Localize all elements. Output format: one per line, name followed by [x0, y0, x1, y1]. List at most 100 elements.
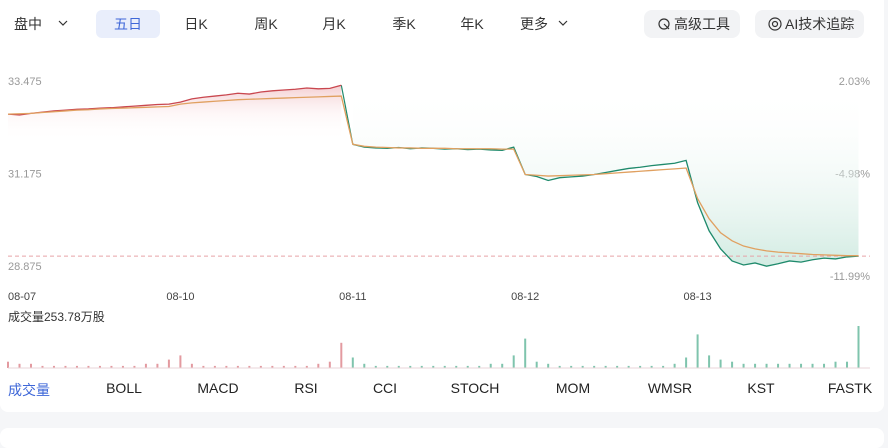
- volume-bar: [673, 363, 676, 368]
- volume-bar: [202, 365, 205, 368]
- volume-bar: [466, 365, 469, 368]
- period-tab[interactable]: 月K: [322, 16, 346, 32]
- volume-bar: [156, 363, 159, 368]
- volume-bar: [765, 363, 768, 368]
- y2-tick-label: -11.99%: [830, 271, 870, 283]
- volume-bar: [558, 365, 561, 368]
- x-tick-label: 08-12: [511, 291, 539, 303]
- period-tab[interactable]: 更多: [520, 16, 548, 32]
- volume-bar: [64, 365, 67, 368]
- volume-bar: [823, 363, 826, 368]
- volume-bar: [225, 365, 228, 368]
- period-tab[interactable]: 季K: [392, 16, 416, 32]
- volume-bar: [627, 365, 630, 368]
- volume-bar: [248, 365, 251, 368]
- volume-bar: [98, 365, 101, 368]
- volume-bar: [777, 363, 780, 368]
- volume-bar: [535, 361, 538, 368]
- period-tab[interactable]: 盘中: [14, 16, 42, 32]
- volume-bar: [800, 363, 803, 368]
- indicator-tab[interactable]: RSI: [294, 380, 318, 396]
- volume-bar: [87, 365, 90, 368]
- x-tick-label: 08-07: [8, 291, 36, 303]
- volume-bar: [604, 365, 607, 368]
- volume-bar: [524, 338, 527, 368]
- volume-bar: [179, 355, 182, 368]
- volume-bar: [363, 363, 366, 368]
- volume-bar: [41, 365, 44, 368]
- chart: 成交量253.78万股 28.87531.17533.475-11.99%-4.…: [7, 17, 870, 369]
- volume-bar: [294, 365, 297, 368]
- volume-bar: [432, 365, 435, 368]
- volume-bar: [213, 365, 216, 368]
- period-tab[interactable]: 五日: [96, 10, 160, 38]
- indicator-tab[interactable]: CCI: [372, 380, 398, 396]
- volume-bar: [305, 365, 308, 368]
- volume-bar: [18, 363, 21, 368]
- indicator-tab[interactable]: KST: [747, 380, 775, 396]
- advanced-tools[interactable]: 高级工具: [644, 10, 740, 38]
- volume-bar: [489, 363, 492, 368]
- volume-bar: [374, 365, 377, 368]
- volume-bar: [616, 365, 619, 368]
- volume-bar: [593, 365, 596, 368]
- volume-bar: [340, 342, 343, 368]
- volume-bar: [570, 365, 573, 368]
- period-tab[interactable]: 周K: [254, 16, 278, 32]
- volume-bar: [144, 363, 147, 368]
- volume-bar: [328, 361, 331, 368]
- x-tick-label: 08-10: [166, 291, 194, 303]
- indicator-tab[interactable]: MACD: [197, 380, 239, 396]
- volume-bar: [190, 363, 193, 368]
- volume-bar: [857, 326, 860, 368]
- volume-bar: [52, 365, 55, 368]
- volume-bar: [731, 361, 734, 368]
- price-area: [352, 87, 859, 267]
- price-line: [7, 84, 342, 116]
- volume-bar: [121, 365, 124, 368]
- volume-bar: [75, 365, 78, 368]
- volume-bar: [501, 363, 504, 368]
- volume-label: 成交量253.78万股: [8, 309, 105, 324]
- volume-bar: [478, 365, 481, 368]
- volume-bar: [443, 365, 446, 368]
- volume-bar: [236, 365, 239, 368]
- indicator-tab[interactable]: 成交量: [8, 382, 50, 398]
- volume-bar: [455, 365, 458, 368]
- tool-label: 高级工具: [674, 16, 730, 32]
- period-tab[interactable]: 日K: [184, 16, 208, 32]
- volume-bar: [639, 365, 642, 368]
- period-tab[interactable]: 年K: [460, 16, 484, 32]
- volume-bar: [110, 365, 113, 368]
- volume-bar: [834, 361, 837, 368]
- indicator-tab[interactable]: BOLL: [106, 380, 142, 396]
- x-tick-label: 08-13: [684, 291, 712, 303]
- volume-bar: [351, 357, 354, 368]
- volume-bar: [512, 355, 515, 368]
- volume-bar: [846, 361, 849, 368]
- indicator-tab[interactable]: STOCH: [450, 380, 500, 396]
- volume-bar: [397, 365, 400, 368]
- volume-bar: [167, 359, 170, 368]
- ai-tracking[interactable]: AI技术追踪: [755, 10, 865, 38]
- volume-bar: [685, 357, 688, 368]
- volume-bar: [547, 363, 550, 368]
- volume-bar: [7, 361, 9, 368]
- volume-bar: [719, 359, 722, 368]
- indicator-tab[interactable]: FASTK: [827, 380, 873, 396]
- icons: [58, 17, 782, 31]
- tool-label: AI技术追踪: [785, 16, 855, 32]
- y2-tick-label: 2.03%: [839, 76, 870, 88]
- indicator-tab[interactable]: WMSR: [647, 380, 693, 396]
- volume-bar: [409, 365, 412, 368]
- volume-bar: [133, 365, 136, 368]
- volume-bar: [754, 363, 757, 368]
- volume-bar: [259, 365, 262, 368]
- volume-bar: [581, 365, 584, 368]
- indicator-tab[interactable]: MOM: [555, 380, 591, 396]
- volume-bar: [271, 365, 274, 368]
- y-tick-label: 33.475: [8, 76, 42, 88]
- volume-bar: [29, 363, 32, 368]
- volume-bar: [696, 334, 699, 368]
- volume-bar: [662, 365, 665, 368]
